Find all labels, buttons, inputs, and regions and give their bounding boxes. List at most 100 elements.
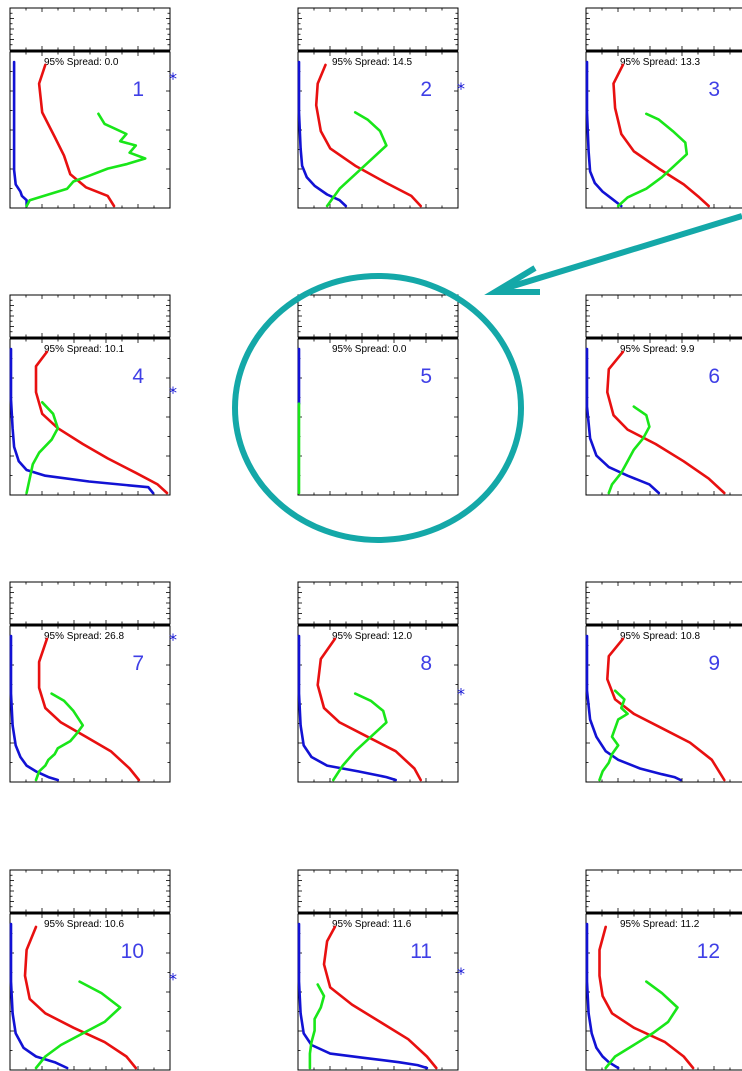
highlight-overlay	[232, 213, 742, 543]
series-line-red	[37, 637, 141, 782]
panel-plot-box	[585, 338, 742, 496]
panel-number: 8	[420, 652, 432, 675]
spread-label: 95% Spread: 0.0	[44, 57, 119, 68]
series-line-blue	[585, 60, 623, 208]
panel-number: 7	[132, 652, 144, 675]
series-line-blue	[9, 634, 60, 782]
series-line-blue	[585, 347, 661, 495]
panel-top-ticks	[10, 582, 170, 624]
panel-number: 4	[132, 365, 144, 388]
panel-5: 95% Spread: 0.0 5	[297, 294, 459, 496]
spread-label: 95% Spread: 13.3	[620, 57, 700, 68]
series-line-green	[308, 983, 326, 1070]
panel-number: 3	[708, 78, 720, 101]
panel-top-box	[9, 294, 171, 338]
series-line-red	[598, 925, 695, 1070]
series-line-blue	[9, 922, 69, 1070]
panel-top-box	[9, 581, 171, 625]
star-marker: *	[457, 79, 465, 98]
series-line-green	[34, 980, 122, 1070]
series-line-blue	[9, 347, 155, 495]
spread-label: 95% Spread: 26.8	[44, 631, 124, 642]
panel-top-box	[9, 869, 171, 913]
panel-9: 95% Spread: 10.89*	[585, 581, 742, 783]
panel-plot-box	[585, 51, 742, 209]
spread-label: 95% Spread: 10.8	[620, 631, 700, 642]
star-marker: *	[457, 685, 465, 704]
series-line-green	[331, 692, 388, 782]
panel-plot-box	[297, 338, 459, 496]
series-line-blue	[297, 60, 348, 208]
spread-label: 95% Spread: 12.0	[332, 631, 412, 642]
panel-plot-ticks	[586, 339, 731, 495]
panel-top-box	[297, 7, 459, 51]
panel-top-ticks	[586, 8, 731, 50]
spread-label: 95% Spread: 10.6	[44, 919, 124, 930]
panel-plot-ticks	[586, 626, 731, 782]
spread-label: 95% Spread: 0.0	[332, 344, 407, 355]
series-line-red	[314, 63, 423, 208]
series-line-green	[607, 405, 651, 495]
series-line-red	[316, 637, 423, 782]
panel-plot-box	[585, 913, 742, 1071]
panel-top-ticks	[586, 870, 731, 912]
panel-top-ticks	[10, 295, 170, 337]
panel-6: 95% Spread: 9.96*	[585, 294, 742, 496]
panel-top-box	[297, 294, 459, 338]
highlight-circle	[232, 273, 524, 543]
panel-top-ticks	[298, 870, 458, 912]
series-line-green	[25, 112, 147, 208]
panel-4: 95% Spread: 10.1 4 *	[9, 294, 177, 496]
star-marker: *	[457, 964, 465, 983]
panel-number: 10	[121, 940, 144, 963]
panels-layer: 95% Spread: 0.01 *95% Spread: 14.52 *95% S…	[9, 7, 742, 1071]
series-line-green	[616, 112, 689, 208]
panel-top-box	[585, 869, 742, 913]
panel-number: 1	[132, 78, 144, 101]
panel-top-ticks	[10, 870, 170, 912]
star-marker: *	[169, 69, 177, 88]
panel-number: 5	[420, 365, 432, 388]
series-line-green	[34, 692, 85, 782]
series-line-red	[605, 637, 726, 782]
series-line-red	[612, 63, 711, 208]
panel-plot-ticks	[298, 914, 458, 1070]
panel-plot-box	[9, 625, 171, 783]
series-line-red	[37, 63, 116, 208]
panel-top-ticks	[586, 295, 731, 337]
panel-plot-box	[297, 913, 459, 1071]
series-line-green	[325, 111, 388, 208]
panel-plot-box	[9, 51, 171, 209]
panel-number: 6	[708, 365, 720, 388]
series-line-blue	[297, 634, 398, 782]
panel-10: 95% Spread: 10.6 10 *	[9, 869, 177, 1071]
panel-number: 11	[410, 940, 432, 963]
panel-top-ticks	[298, 8, 458, 50]
spread-label: 95% Spread: 11.2	[620, 919, 700, 930]
panel-7: 95% Spread: 26.8 7 *	[9, 581, 177, 783]
series-line-red	[23, 925, 138, 1070]
spread-label: 95% Spread: 11.6	[332, 919, 412, 930]
series-line-red	[34, 350, 169, 495]
panel-plot-box	[9, 913, 171, 1071]
panel-top-ticks	[586, 582, 731, 624]
panel-12: 95% Spread: 11.212*	[585, 869, 742, 1071]
panel-number: 12	[697, 940, 720, 963]
panel-top-box	[585, 7, 742, 51]
panel-top-ticks	[298, 582, 458, 624]
panel-number: 2	[420, 78, 432, 101]
arrow-shaft	[499, 213, 742, 293]
arrow-head	[484, 265, 540, 295]
panel-top-box	[297, 581, 459, 625]
panel-top-box	[585, 581, 742, 625]
panel-top-box	[585, 294, 742, 338]
panel-number: 9	[708, 652, 720, 675]
panel-top-ticks	[298, 295, 458, 337]
panel-8: 95% Spread: 12.0 8 *	[297, 581, 465, 783]
star-marker: *	[169, 970, 177, 989]
panel-top-box	[297, 869, 459, 913]
spread-label: 95% Spread: 10.1	[44, 344, 124, 355]
panel-top-box	[9, 7, 171, 51]
panel-2: 95% Spread: 14.5 2 *	[297, 7, 465, 209]
